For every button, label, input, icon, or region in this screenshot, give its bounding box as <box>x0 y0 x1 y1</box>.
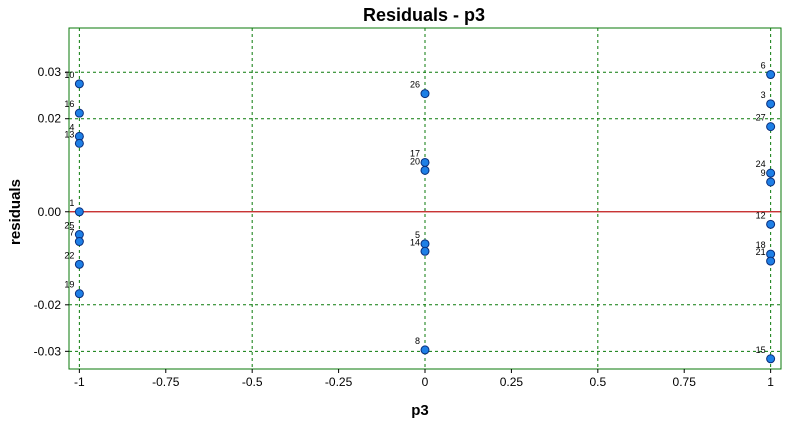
x-tick-label: -0.5 <box>242 375 263 389</box>
data-point: 1 <box>69 198 84 217</box>
data-point: 10 <box>64 70 84 89</box>
data-point-marker <box>420 165 430 175</box>
x-axis-label: p3 <box>411 402 429 419</box>
data-point: 16 <box>64 99 84 118</box>
data-point: 3 <box>761 90 776 109</box>
data-point-label: 12 <box>756 210 766 220</box>
data-point: 26 <box>410 80 430 99</box>
data-point-label: 14 <box>410 237 420 247</box>
data-point-marker <box>74 138 84 148</box>
data-point-label: 20 <box>410 156 420 166</box>
data-point-label: 9 <box>761 168 766 178</box>
data-point: 27 <box>756 113 776 132</box>
data-point-marker <box>766 122 776 132</box>
data-point-marker <box>420 89 430 99</box>
data-point-label: 6 <box>761 61 766 71</box>
data-point: 12 <box>756 210 776 229</box>
x-tick-label: 1 <box>767 375 774 389</box>
data-point-label: 13 <box>64 129 74 139</box>
data-point-marker <box>766 354 776 364</box>
data-point-label: 27 <box>756 113 766 123</box>
data-point-label: 16 <box>64 99 74 109</box>
y-tick-label: -0.03 <box>34 344 62 358</box>
x-tick-label: -0.25 <box>325 375 353 389</box>
data-point: 9 <box>761 168 776 187</box>
grid-lines <box>69 28 781 369</box>
data-point-marker <box>766 219 776 229</box>
x-tick-label: -1 <box>74 375 85 389</box>
data-point-marker <box>74 259 84 269</box>
data-point-label: 21 <box>756 247 766 257</box>
data-point-marker <box>766 168 776 178</box>
data-point-marker <box>74 207 84 217</box>
y-axis-label: residuals <box>7 179 24 245</box>
x-tick-label: -0.75 <box>152 375 180 389</box>
data-point-marker <box>420 246 430 256</box>
data-point: 21 <box>756 247 776 266</box>
data-point-label: 24 <box>756 159 766 169</box>
data-point: 24 <box>756 159 776 178</box>
data-point-label: 1 <box>69 198 74 208</box>
data-point: 6 <box>761 61 776 80</box>
data-point-marker <box>766 70 776 80</box>
x-tick-label: 0.75 <box>673 375 697 389</box>
data-point-marker <box>74 289 84 299</box>
y-tick-label: -0.02 <box>34 298 62 312</box>
y-tick-label: 0.03 <box>38 65 62 79</box>
y-tick-label: 0.00 <box>38 205 62 219</box>
x-tick-label: 0 <box>422 375 429 389</box>
data-point: 15 <box>756 345 776 364</box>
data-point-label: 18 <box>756 240 766 250</box>
data-point-marker <box>420 239 430 249</box>
data-point: 14 <box>410 237 430 256</box>
x-tick-label: 0.25 <box>500 375 524 389</box>
y-axis-ticks: 0.03 0.02 0.00 -0.02 -0.03 <box>34 65 69 358</box>
data-point-marker <box>766 177 776 187</box>
data-point-marker <box>420 157 430 167</box>
data-point: 7 <box>69 228 84 247</box>
y-tick-label: 0.02 <box>38 112 62 126</box>
data-point: 13 <box>64 129 84 148</box>
data-point-marker <box>766 256 776 266</box>
data-point-label: 26 <box>410 80 420 90</box>
data-point-label: 10 <box>64 70 74 80</box>
x-tick-label: 0.5 <box>589 375 606 389</box>
data-point-label: 8 <box>415 336 420 346</box>
data-point: 19 <box>64 280 84 299</box>
data-point-marker <box>74 237 84 247</box>
data-point-label: 25 <box>64 221 74 231</box>
data-point-label: 4 <box>69 122 74 132</box>
data-point: 8 <box>415 336 430 355</box>
data-point-label: 5 <box>415 230 420 240</box>
x-axis-ticks: -1 -0.75 -0.5 -0.25 0 0.25 0.5 0.75 1 <box>74 369 774 389</box>
data-point-label: 17 <box>410 148 420 158</box>
data-point-label: 7 <box>69 228 74 238</box>
data-point-label: 15 <box>756 345 766 355</box>
data-point-marker <box>74 108 84 118</box>
data-point-marker <box>420 345 430 355</box>
data-point-label: 19 <box>64 280 74 290</box>
chart-title: Residuals - p3 <box>363 5 485 25</box>
data-point-label: 3 <box>761 90 766 100</box>
data-point-marker <box>766 99 776 109</box>
data-point: 22 <box>64 250 84 269</box>
data-point-marker <box>74 79 84 89</box>
data-point-label: 22 <box>64 250 74 260</box>
data-point: 20 <box>410 156 430 175</box>
